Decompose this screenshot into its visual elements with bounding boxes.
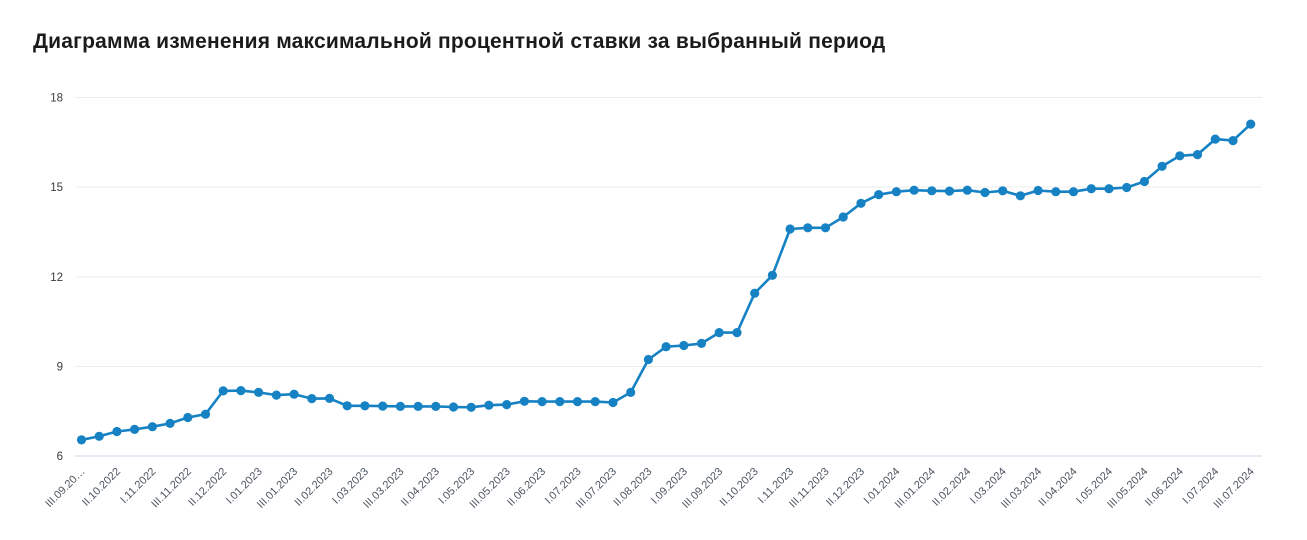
data-point[interactable] [785,224,795,234]
data-point[interactable] [643,354,654,365]
data-point[interactable] [962,185,972,195]
x-axis-label: II.02.2024 [930,466,973,509]
x-axis-label: II.02.2023 [293,466,336,509]
data-point[interactable] [1051,187,1061,197]
data-point[interactable] [891,187,902,197]
data-point[interactable] [130,424,140,434]
data-point[interactable] [324,393,335,403]
data-point[interactable] [1210,134,1220,144]
data-point[interactable] [874,190,884,200]
data-point[interactable] [909,185,919,195]
data-point[interactable] [147,422,157,432]
y-axis-label: 6 [57,451,63,463]
data-point[interactable] [1068,187,1079,197]
data-point[interactable] [307,394,317,404]
data-point[interactable] [696,338,707,348]
data-point[interactable] [502,400,512,410]
data-point[interactable] [714,328,724,338]
data-point[interactable] [590,397,600,407]
data-point[interactable] [679,340,689,351]
data-point[interactable] [998,186,1008,196]
data-point[interactable] [803,223,813,233]
x-axis-label: II.06.2023 [505,466,548,509]
data-point[interactable] [466,402,476,412]
data-point[interactable] [1139,176,1149,187]
data-point[interactable] [112,426,122,437]
data-point[interactable] [1086,184,1096,194]
data-point[interactable] [1104,184,1114,194]
data-point[interactable] [360,401,370,411]
data-point[interactable] [183,412,193,423]
x-axis-label: II.04.2024 [1037,466,1080,509]
data-point[interactable] [732,328,742,338]
y-axis-label: 18 [50,93,63,105]
data-point[interactable] [1122,182,1132,193]
data-point[interactable] [944,186,955,196]
data-point[interactable] [200,409,211,419]
data-point[interactable] [395,401,405,411]
x-axis-label: II.06.2024 [1143,466,1186,509]
data-point[interactable] [1033,185,1043,196]
chart-title: Диаграмма изменения максимальной процент… [33,30,886,53]
data-point[interactable] [1246,119,1256,129]
data-point[interactable] [519,396,530,406]
data-point[interactable] [820,223,831,233]
data-point[interactable] [750,288,760,298]
y-axis-label: 12 [50,272,63,284]
data-point[interactable] [555,397,565,407]
data-point[interactable] [218,386,228,396]
x-axis-label: II.12.2023 [824,466,867,509]
data-point[interactable] [767,270,778,280]
data-point[interactable] [413,401,423,411]
data-point[interactable] [608,397,618,408]
data-point[interactable] [289,389,299,399]
x-axis-label: III.09.20… [43,466,87,510]
x-axis-label: II.04.2023 [399,466,442,509]
data-point[interactable] [342,401,352,411]
data-point[interactable] [572,397,583,407]
data-point[interactable] [1192,150,1203,160]
data-point[interactable] [378,401,388,411]
data-point[interactable] [1015,191,1025,201]
data-point[interactable] [431,401,441,411]
data-point[interactable] [927,186,937,196]
data-point[interactable] [980,187,990,198]
data-point[interactable] [1175,151,1185,161]
data-point[interactable] [236,386,246,396]
data-point[interactable] [271,390,281,400]
data-point[interactable] [165,418,175,428]
data-point[interactable] [856,198,866,208]
data-point[interactable] [537,397,547,407]
x-axis-label: II.10.2023 [718,466,761,509]
y-axis-label: 15 [50,182,63,194]
data-point[interactable] [484,400,494,410]
data-point[interactable] [254,387,264,397]
y-axis-label: 9 [57,361,63,373]
x-axis-label: II.10.2022 [80,466,123,509]
data-point[interactable] [94,431,104,441]
data-point[interactable] [838,212,848,222]
data-point[interactable] [76,435,87,445]
data-point[interactable] [1157,161,1167,171]
x-axis-label: II.08.2023 [611,466,654,509]
data-point[interactable] [448,402,459,412]
data-point[interactable] [661,342,671,352]
data-point[interactable] [626,387,636,397]
data-point[interactable] [1228,136,1238,146]
x-axis-label: II.12.2022 [186,466,229,509]
